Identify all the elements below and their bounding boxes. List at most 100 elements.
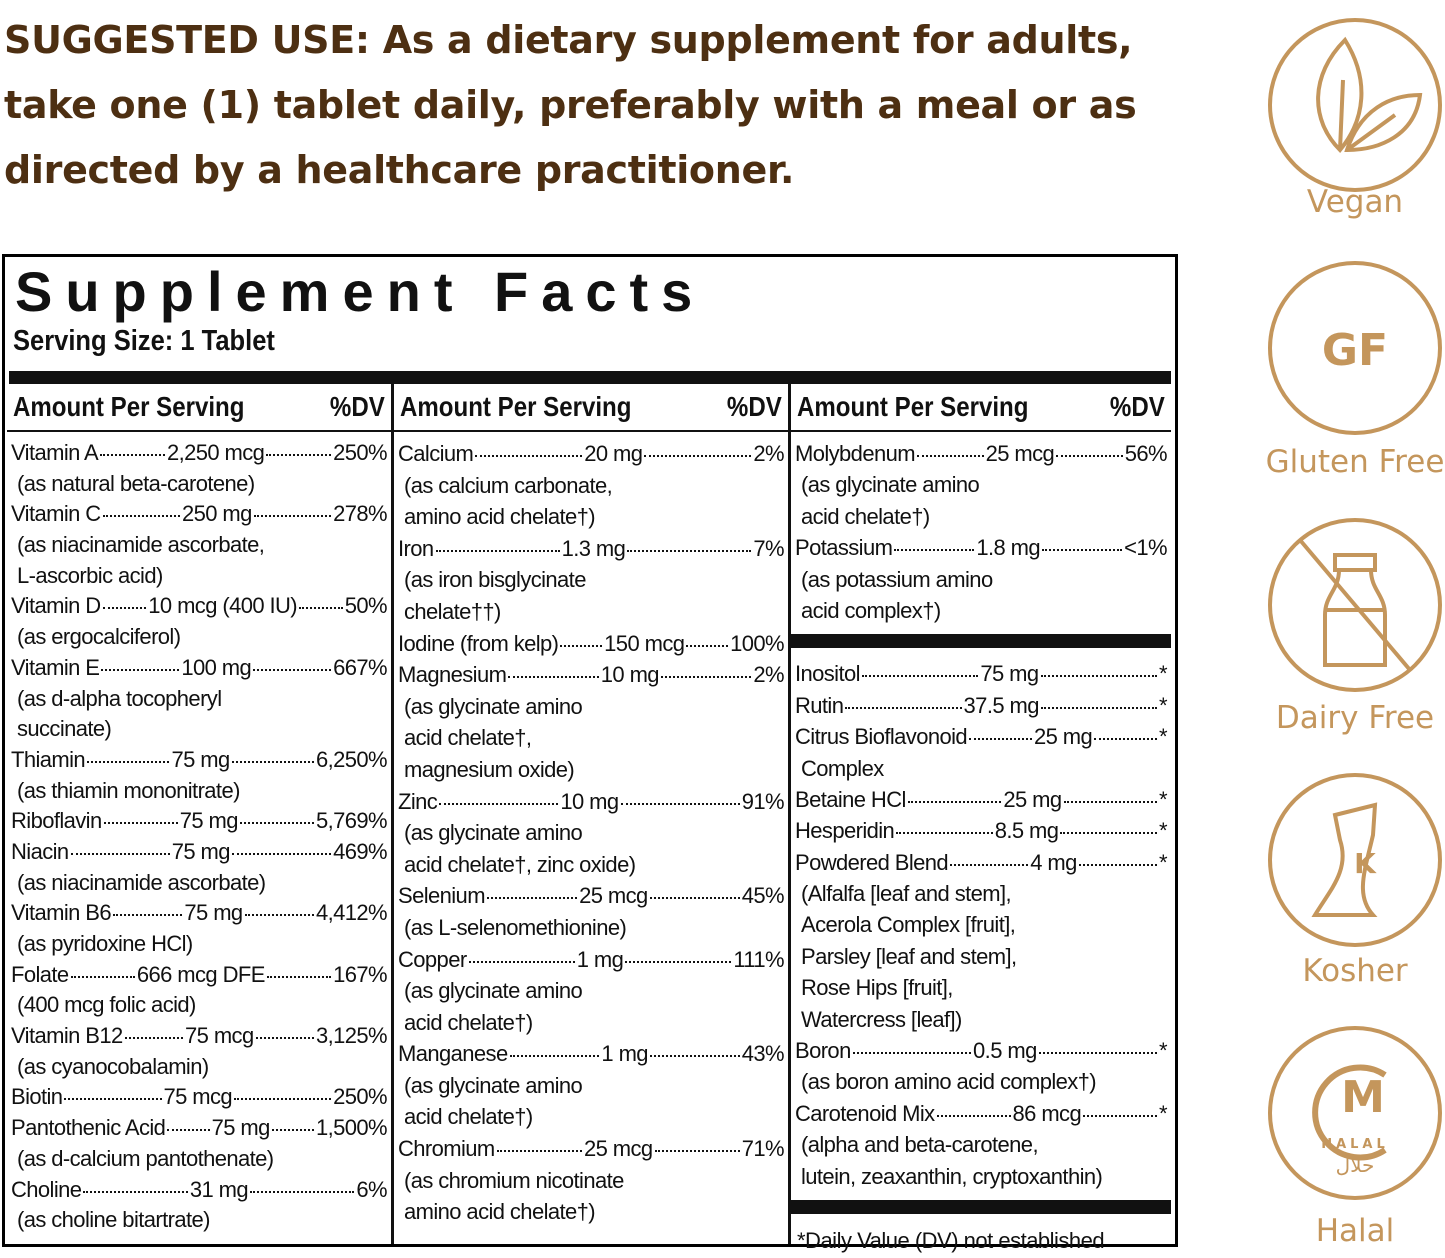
nutrient-note: L-ascorbic acid) — [17, 562, 163, 588]
badge-icon-text: M — [1341, 1072, 1385, 1123]
column-body: Vitamin A 2,250 mcg 250% (as natural beta-c… — [7, 432, 391, 1236]
facts-title: Supplement Facts — [15, 260, 706, 323]
leader — [649, 897, 740, 900]
leader — [64, 1098, 162, 1101]
nutrient-amount: 75 mg — [980, 661, 1039, 687]
nutrient-amount: 666 mcg DFE — [136, 961, 266, 987]
nutrient-row: (as boron amino acid complex†) — [791, 1066, 1171, 1097]
leader — [266, 454, 332, 456]
nutrient-name: Rutin — [795, 692, 844, 718]
nutrient-name: Inositol — [795, 661, 861, 687]
nutrient-dv: 56% — [1124, 441, 1168, 466]
badge-label: Kosher — [1302, 953, 1408, 989]
nutrient-row: (as L-selenomethionine) — [394, 912, 788, 944]
nutrient-amount: 25 mcg — [985, 441, 1055, 466]
nutrient-row: Powdered Blend 4 mg * — [791, 847, 1171, 878]
nutrient-note: chelate††) — [404, 598, 501, 624]
nutrient-row: Iodine (from kelp) 150 mcg 100% — [394, 628, 788, 660]
nutrient-dv: 100% — [730, 630, 785, 656]
nutrient-dv: 667% — [333, 654, 388, 680]
nutrient-note: succinate) — [17, 716, 112, 742]
nutrient-note: (as L-selenomethionine) — [404, 914, 627, 940]
nutrient-note: (as glycinate amino — [404, 693, 583, 719]
nutrient-amount: 75 mg — [184, 900, 243, 926]
nutrient-name: Iodine (from kelp) — [398, 630, 559, 656]
nutrient-row: Rutin 37.5 mg * — [791, 690, 1171, 721]
nutrient-dv: 1,500% — [315, 1115, 388, 1141]
leader — [100, 454, 165, 456]
nutrient-row: (as d-calcium pantothenate) — [7, 1144, 391, 1175]
nutrient-row: Vitamin A 2,250 mcg 250% — [7, 438, 391, 469]
nutrient-amount: 75 mcg — [185, 1023, 254, 1049]
nutrient-row: (as potassium amino — [791, 564, 1171, 595]
nutrient-note: acid chelate†) — [404, 1104, 533, 1130]
nutrient-note: (as choline bitartrate) — [17, 1207, 210, 1233]
nutrient-dv: <1% — [1124, 535, 1167, 561]
leader — [509, 1055, 600, 1058]
nutrient-amount: 2,250 mcg — [166, 440, 265, 465]
leader — [896, 832, 993, 835]
nutrient-name: Riboflavin — [11, 808, 102, 834]
nutrient-note: Watercress [leaf]) — [801, 1006, 962, 1032]
thick-rule — [9, 371, 1171, 384]
nutrient-amount: 25 mg — [1033, 724, 1093, 750]
nutrient-row: Manganese 1 mg 43% — [394, 1038, 788, 1070]
badge-icon-arabic: حلال — [1336, 1153, 1375, 1177]
leader — [253, 668, 332, 671]
leader — [936, 1114, 1011, 1117]
leader — [234, 1098, 332, 1101]
nutrient-row: (as glycinate amino — [394, 975, 788, 1007]
nutrient-row: (as calcium carbonate, — [394, 470, 788, 502]
nutrient-row: Complex — [791, 753, 1171, 784]
nutrient-note: Complex — [801, 755, 884, 781]
leader — [255, 1037, 314, 1040]
nutrient-dv: 45% — [741, 883, 785, 909]
nutrient-amount: 4 mg — [1030, 849, 1077, 875]
serving-size: Serving Size: 1 Tablet — [13, 325, 275, 357]
badge-label: Gluten Free — [1266, 444, 1445, 480]
nutrient-amount: 75 mg — [171, 838, 231, 864]
nutrient-row: (as ergocalciferol) — [7, 622, 391, 653]
nutrient-name: Potassium — [795, 535, 893, 561]
nutrient-row: acid chelate†) — [394, 1101, 788, 1133]
nutrient-row: (as glycinate amino — [791, 469, 1171, 500]
group-rule — [791, 1199, 1171, 1214]
leader — [560, 644, 603, 647]
nutrient-note: (as niacinamide ascorbate) — [17, 869, 266, 895]
nutrient-note: (as boron amino acid complex†) — [801, 1069, 1097, 1095]
badge-circles — [1268, 18, 1442, 1200]
column-header: Amount Per Serving %DV — [394, 384, 788, 432]
nutrient-note: (as pyridoxine HCl) — [17, 931, 193, 956]
nutrient-amount: 100 mg — [181, 654, 252, 680]
nutrient-row: Carotenoid Mix 86 mcg * — [791, 1098, 1171, 1129]
nutrient-row: lutein, zeaxanthin, cryptoxanthin) — [791, 1161, 1171, 1192]
nutrient-dv: * — [1159, 692, 1168, 718]
nutrient-note: (as calcium carbonate, — [404, 472, 613, 498]
leader — [70, 975, 135, 978]
leader — [686, 644, 729, 647]
nutrient-note: (as glycinate amino — [404, 1072, 583, 1098]
nutrient-amount: 250 mg — [181, 501, 252, 527]
nutrient-row: Acerola Complex [fruit], — [791, 909, 1171, 940]
nutrient-dv: 250% — [333, 440, 387, 465]
nutrient-note: (as iron bisglycinate — [404, 567, 586, 593]
leader — [916, 455, 984, 457]
nutrient-amount: 1 mg — [576, 946, 624, 972]
leader — [627, 549, 752, 552]
leader — [102, 607, 147, 610]
nutrient-name: Copper — [398, 946, 467, 972]
nutrient-dv: 50% — [344, 593, 388, 619]
nutrient-note: (as natural beta-carotene) — [17, 470, 255, 496]
suggested-use-line: directed by a healthcare practitioner. — [4, 148, 795, 192]
nutrient-amount: 75 mcg — [163, 1084, 233, 1110]
nutrient-note: lutein, zeaxanthin, cryptoxanthin) — [801, 1163, 1103, 1189]
nutrient-name: Vitamin B12 — [11, 1023, 123, 1049]
nutrient-amount: 75 mg — [211, 1115, 271, 1141]
nutrient-row: (as natural beta-carotene) — [7, 469, 391, 500]
nutrient-name: Manganese — [398, 1041, 508, 1067]
nutrient-dv: 4,412% — [315, 900, 388, 926]
nutrient-name: Molybdenum — [795, 441, 916, 466]
nutrient-row: succinate) — [7, 714, 391, 745]
leader — [894, 549, 975, 552]
nutrient-name: Vitamin A — [11, 440, 99, 465]
